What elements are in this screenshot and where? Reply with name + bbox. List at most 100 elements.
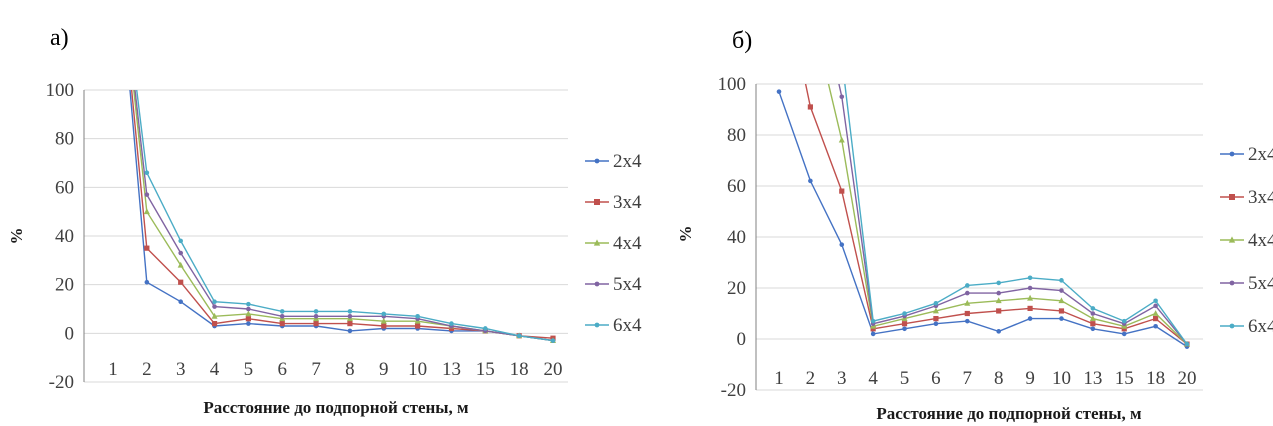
- data-point: [996, 308, 1002, 314]
- series-line-5x4: [838, 84, 1188, 345]
- data-point: [776, 89, 782, 94]
- x-tick-label: 2: [142, 359, 152, 380]
- data-point: [516, 333, 522, 339]
- series-line-2x4: [778, 91, 1188, 348]
- legend-marker: [594, 199, 600, 205]
- data-point: [1184, 341, 1190, 347]
- data-point: [932, 307, 939, 314]
- x-tick-label: 7: [311, 359, 321, 380]
- y-tick-label: 20: [727, 278, 746, 299]
- data-point: [246, 306, 251, 312]
- data-point: [279, 321, 285, 327]
- x-axis-title: Расстояние до подпорной стены, м: [203, 398, 469, 417]
- legend-label: 5x4: [613, 274, 642, 295]
- data-point: [211, 321, 218, 327]
- y-tick-label: 0: [65, 323, 75, 344]
- data-point: [415, 314, 420, 319]
- data-point: [1121, 331, 1127, 337]
- data-point: [838, 136, 845, 143]
- x-tick-label: 8: [345, 359, 355, 380]
- legend-label: 3x4: [613, 192, 642, 213]
- data-point: [996, 280, 1001, 286]
- x-tick-label: 15: [1115, 368, 1134, 389]
- data-point: [449, 321, 454, 326]
- x-tick-label: 9: [1025, 368, 1035, 389]
- legend-marker: [1228, 236, 1236, 243]
- y-tick-label: 60: [55, 177, 74, 198]
- x-tick-label: 13: [442, 359, 461, 380]
- data-point: [901, 321, 908, 327]
- data-point: [807, 4, 813, 10]
- data-point: [839, 242, 845, 247]
- data-point: [246, 321, 251, 326]
- data-point: [933, 321, 939, 327]
- data-point: [144, 279, 150, 285]
- x-tick-label: 20: [1178, 368, 1197, 389]
- data-point: [964, 299, 971, 306]
- x-tick-label: 5: [900, 368, 910, 389]
- data-point: [143, 208, 150, 215]
- data-point: [177, 261, 184, 268]
- y-tick-label: 20: [55, 275, 74, 296]
- data-point: [1153, 316, 1159, 322]
- data-point: [902, 326, 907, 332]
- y-tick-label: 100: [718, 74, 747, 95]
- x-tick-label: 9: [379, 359, 389, 380]
- data-point: [212, 304, 217, 309]
- plot-area: [776, 4, 1190, 349]
- data-point: [1027, 285, 1033, 291]
- legend-marker: [1229, 151, 1235, 157]
- data-point: [550, 338, 556, 343]
- data-point: [1058, 308, 1065, 314]
- plot-area: [129, 90, 556, 344]
- data-point: [807, 104, 813, 110]
- y-tick-label: 40: [55, 226, 74, 247]
- data-point: [965, 290, 970, 296]
- data-point: [965, 318, 970, 324]
- x-tick-label: 3: [837, 368, 847, 389]
- legend-marker: [1229, 323, 1235, 329]
- x-tick-label: 8: [994, 368, 1004, 389]
- data-point: [1027, 316, 1033, 321]
- legend-label: 6x4: [613, 315, 642, 336]
- data-point: [246, 301, 251, 307]
- x-tick-label: 4: [210, 359, 220, 380]
- data-point: [178, 238, 183, 244]
- x-tick-label: 7: [963, 368, 973, 389]
- data-point: [996, 290, 1001, 296]
- data-point: [313, 314, 319, 319]
- data-point: [415, 323, 421, 329]
- data-point: [995, 297, 1002, 304]
- y-axis-title: %: [7, 228, 26, 245]
- data-point: [996, 329, 1001, 334]
- data-point: [144, 170, 150, 176]
- data-point: [178, 279, 184, 285]
- y-tick-label: -20: [721, 380, 746, 401]
- data-point: [870, 318, 876, 324]
- data-point: [870, 331, 876, 337]
- data-point: [1027, 294, 1034, 301]
- legend-label: 5x4: [1248, 273, 1273, 294]
- y-tick-label: 40: [727, 227, 746, 248]
- data-point: [381, 311, 387, 317]
- data-point: [212, 299, 217, 305]
- data-point: [483, 326, 488, 331]
- legend-marker: [594, 158, 600, 164]
- legend-marker: [594, 322, 600, 328]
- data-point: [839, 188, 845, 194]
- data-point: [1059, 316, 1064, 321]
- data-point: [144, 192, 150, 197]
- x-tick-label: 6: [931, 368, 941, 389]
- x-tick-label: 18: [510, 359, 529, 380]
- data-point: [1089, 315, 1096, 321]
- y-tick-label: 60: [727, 176, 746, 197]
- data-point: [178, 250, 183, 256]
- data-point: [347, 314, 353, 319]
- y-axis-title: %: [676, 226, 695, 243]
- data-point: [380, 317, 387, 324]
- data-point: [1059, 288, 1064, 293]
- data-point: [1153, 303, 1158, 309]
- series-line-3x4: [804, 84, 1188, 345]
- data-point: [1153, 298, 1158, 304]
